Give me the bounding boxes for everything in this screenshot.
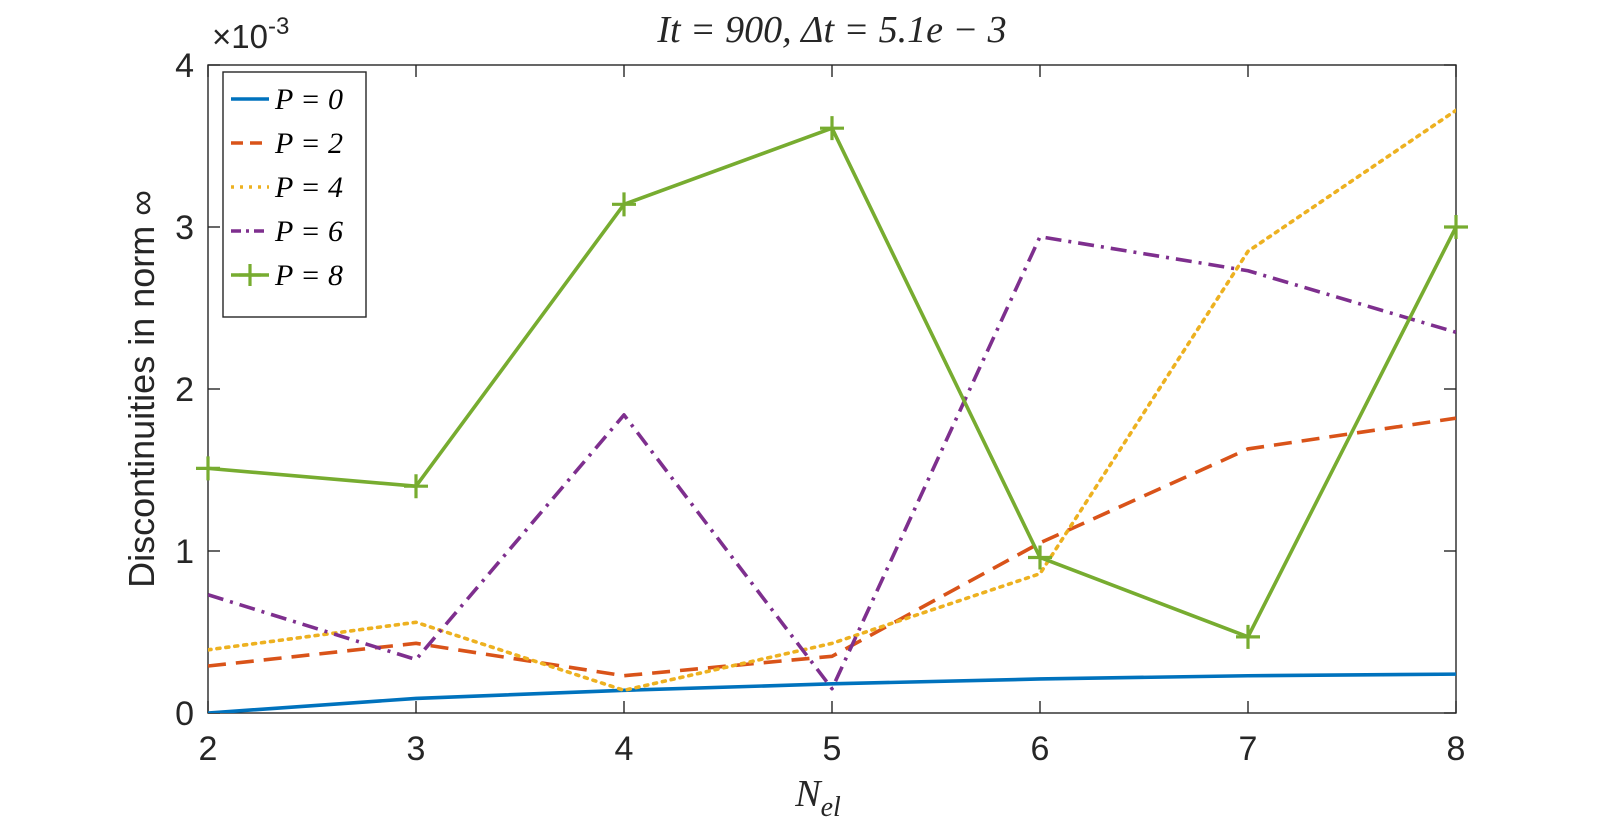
- x-tick-label: 2: [199, 730, 218, 768]
- series-marker-4: [404, 474, 428, 499]
- x-tick-label: 6: [1031, 730, 1050, 768]
- y-tick-label: 2: [175, 371, 194, 409]
- legend-marker-4: [239, 264, 261, 286]
- x-axis-label-main: N: [794, 773, 823, 815]
- series-marker-4: [196, 456, 220, 481]
- x-tick-label: 3: [407, 730, 426, 768]
- series-line-2: [208, 108, 1456, 693]
- y-exponent-label: ×10-3: [212, 13, 289, 55]
- x-tick-label: 5: [823, 730, 842, 768]
- y-exponent-base: ×10: [212, 18, 268, 55]
- series-marker-4: [1444, 215, 1468, 239]
- x-axis-label-subscript: el: [821, 792, 841, 823]
- legend-label-4: P = 8: [274, 259, 343, 292]
- series-marker-4: [1236, 624, 1260, 649]
- legend-label-1: P = 2: [274, 127, 343, 160]
- y-tick-label: 3: [175, 209, 194, 247]
- x-axis-label: Nel: [794, 773, 841, 823]
- series-marker-4: [1028, 545, 1052, 570]
- x-tick-label: 8: [1447, 730, 1466, 768]
- x-tick-label: 7: [1239, 730, 1258, 768]
- y-tick-label: 4: [175, 47, 194, 85]
- legend-label-2: P = 4: [274, 171, 343, 204]
- y-tick-label: 1: [175, 533, 194, 571]
- legend-label-0: P = 0: [274, 83, 343, 116]
- series-marker-4: [820, 116, 844, 141]
- series-marker-4: [612, 192, 636, 217]
- y-axis-label: Discontinuities in norm ∞: [121, 190, 162, 588]
- y-tick-label: 0: [175, 695, 194, 733]
- x-tick-label: 4: [615, 730, 634, 768]
- series-line-0: [208, 672, 1456, 713]
- series-line-1: [208, 416, 1456, 678]
- series-line-3: [208, 234, 1456, 691]
- legend-label-3: P = 6: [274, 215, 343, 248]
- plot-area: [207, 64, 1457, 714]
- y-exponent-power: -3: [268, 13, 289, 40]
- chart-title: It = 900, Δt = 5.1e − 3: [656, 9, 1006, 51]
